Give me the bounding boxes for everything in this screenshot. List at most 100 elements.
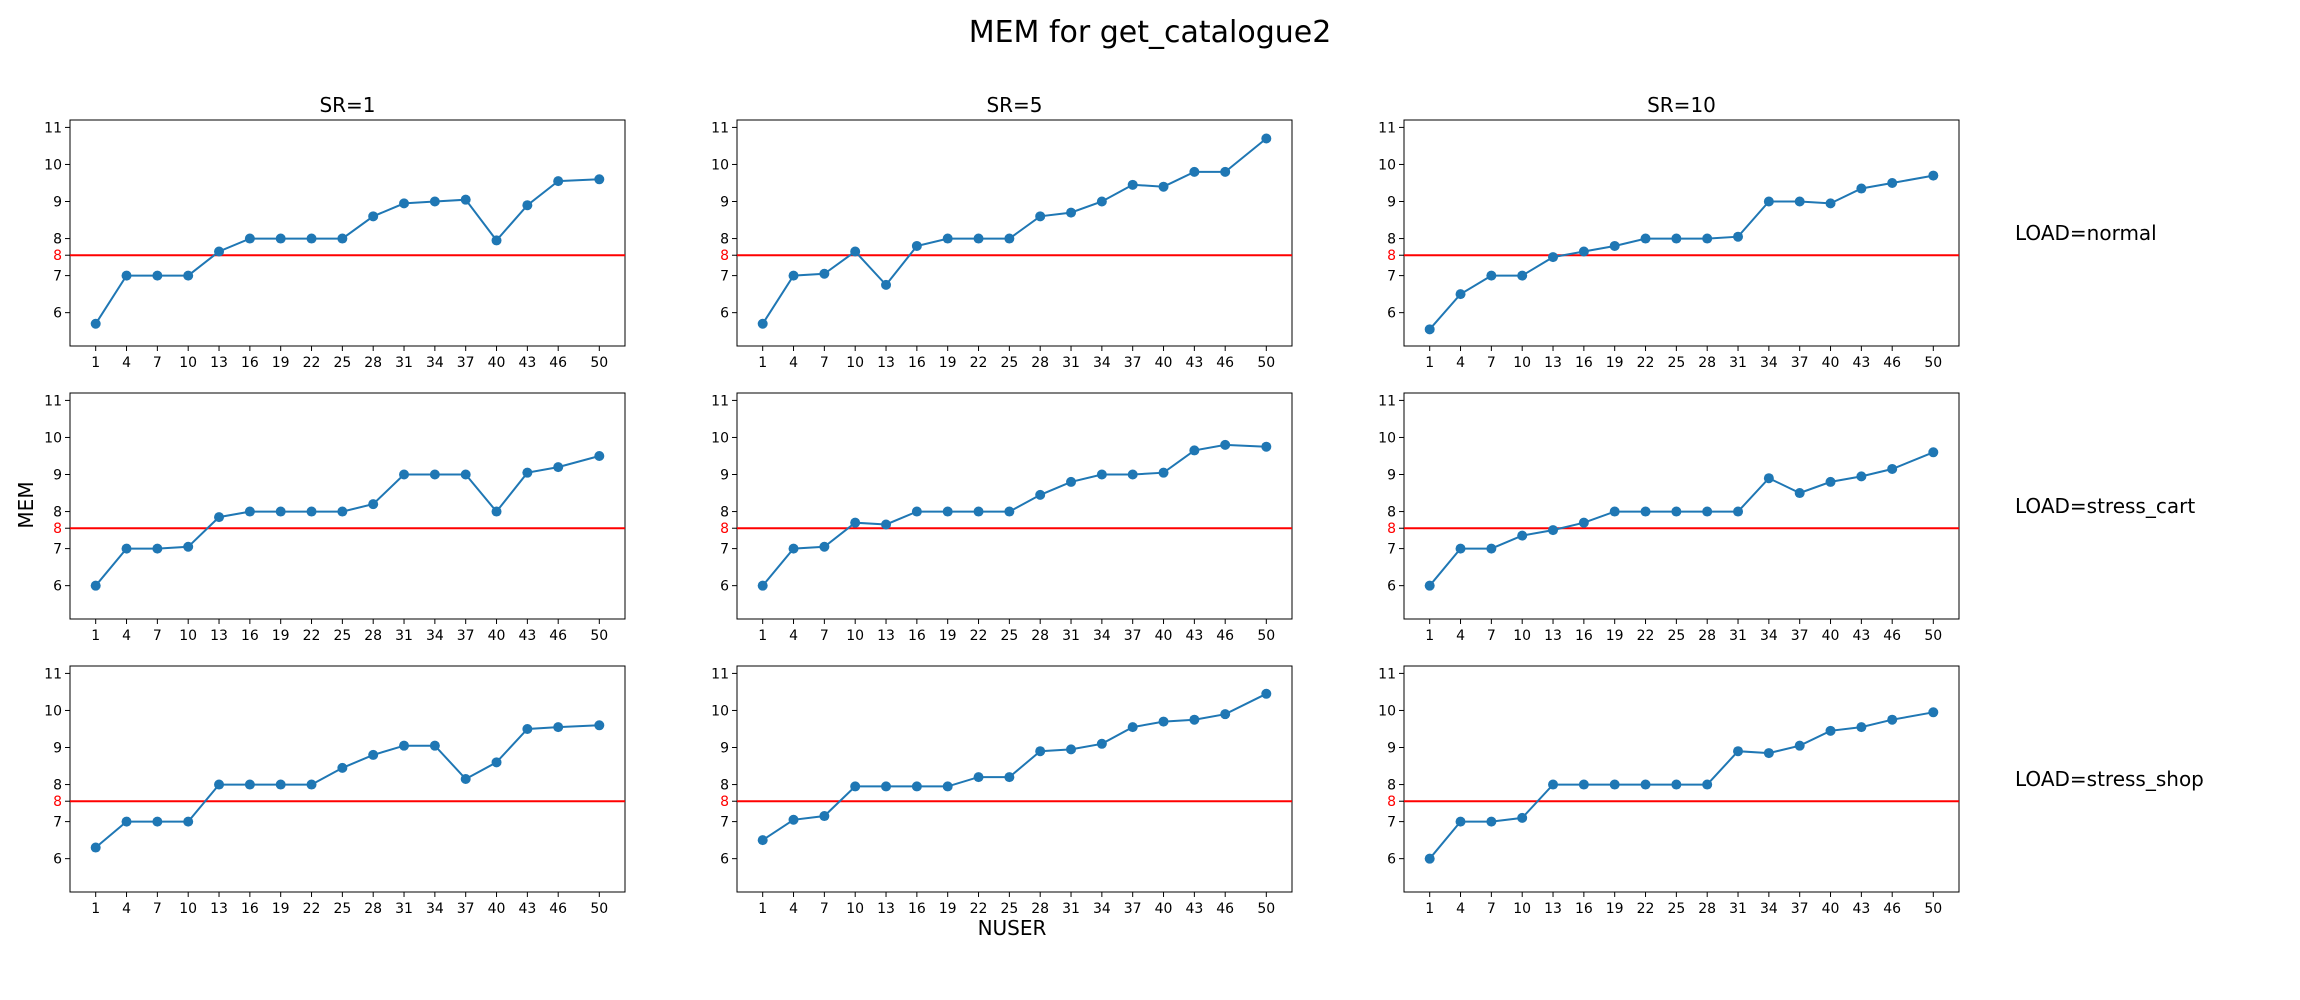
data-point [942,781,953,792]
y-tick-label: 7 [720,815,729,831]
x-tick-label: 37 [1124,901,1142,917]
data-point [1763,748,1774,759]
data-point [522,723,533,734]
data-point [1424,580,1435,591]
y-tick-label: 11 [1378,120,1396,136]
row-label: LOAD=stress_shop [2015,767,2204,791]
x-tick-label: 19 [939,628,957,644]
x-tick-label: 16 [908,628,926,644]
threshold-tick-label: 8 [720,521,729,537]
x-tick-label: 31 [1729,901,1747,917]
data-point [214,512,225,523]
plot-frame [69,392,626,620]
y-tick-label: 9 [1387,468,1396,484]
data-point [214,246,225,257]
x-tick-label: 13 [1544,628,1562,644]
x-tick-label: 13 [210,628,228,644]
data-point [1548,779,1559,790]
x-tick-label: 25 [1667,901,1685,917]
x-tick-label: 46 [1883,628,1901,644]
x-tick-label: 40 [488,355,506,371]
data-point [1261,441,1272,452]
x-tick-label: 43 [518,355,536,371]
x-tick-label: 50 [590,628,608,644]
data-point [1702,506,1713,517]
column-title: SR=10 [1647,93,1716,117]
data-point [1702,233,1713,244]
column-title: SR=1 [319,93,375,117]
x-tick-label: 7 [1487,628,1496,644]
y-tick-label: 10 [44,157,62,173]
x-tick-label: 50 [1924,628,1942,644]
x-axis-label: NUSER [978,916,1047,940]
x-tick-label: 22 [970,901,988,917]
x-tick-label: 46 [1216,355,1234,371]
x-tick-label: 46 [1883,901,1901,917]
data-point [1640,506,1651,517]
x-tick-label: 10 [846,355,864,371]
data-point [1578,246,1589,257]
y-tick-label: 6 [1387,306,1396,322]
x-tick-label: 43 [1852,628,1870,644]
x-tick-label: 4 [789,901,798,917]
data-point [491,757,502,768]
x-tick-label: 34 [1760,628,1778,644]
x-tick-label: 28 [1698,901,1716,917]
x-tick-label: 25 [333,355,351,371]
y-tick-label: 9 [1387,741,1396,757]
x-tick-label: 25 [1667,355,1685,371]
data-point [121,543,132,554]
data-point [1486,816,1497,827]
plot-frame [736,392,1293,620]
data-point [1763,473,1774,484]
y-tick-label: 6 [53,579,62,595]
series-line [95,724,600,849]
x-tick-label: 31 [1729,355,1747,371]
x-tick-label: 19 [272,355,290,371]
data-point [1671,233,1682,244]
y-tick-label: 8 [53,778,62,794]
y-tick-label: 11 [44,120,62,136]
x-tick-label: 19 [939,355,957,371]
data-point [1096,738,1107,749]
x-tick-label: 22 [1637,628,1655,644]
data-point [121,270,132,281]
y-tick-label: 7 [1387,815,1396,831]
x-tick-label: 40 [1155,628,1173,644]
y-tick-label: 9 [1387,195,1396,211]
data-point [1004,506,1015,517]
x-tick-label: 43 [1185,901,1203,917]
data-point [850,517,861,528]
plot-frame [1403,392,1960,620]
data-point [1578,779,1589,790]
data-point [399,198,410,209]
x-tick-label: 50 [1257,355,1275,371]
data-point [1640,779,1651,790]
threshold-tick-label: 8 [720,794,729,810]
y-tick-label: 10 [44,430,62,446]
x-tick-label: 40 [488,901,506,917]
plot-frame [736,119,1293,347]
x-tick-label: 25 [333,628,351,644]
series-line [1428,174,1934,330]
data-point [788,543,799,554]
y-tick-label: 11 [711,393,729,409]
data-point [1127,469,1138,480]
plot-frame [1403,119,1960,347]
x-tick-label: 50 [1257,628,1275,644]
y-tick-label: 10 [1378,703,1396,719]
data-point [1189,166,1200,177]
x-tick-label: 46 [549,628,567,644]
x-tick-label: 19 [1606,901,1624,917]
data-point [183,270,194,281]
series-line [1428,711,1934,860]
x-tick-label: 31 [1729,628,1747,644]
x-tick-label: 1 [91,901,100,917]
y-tick-label: 7 [1387,269,1396,285]
series-line [94,178,600,325]
x-tick-label: 19 [272,628,290,644]
